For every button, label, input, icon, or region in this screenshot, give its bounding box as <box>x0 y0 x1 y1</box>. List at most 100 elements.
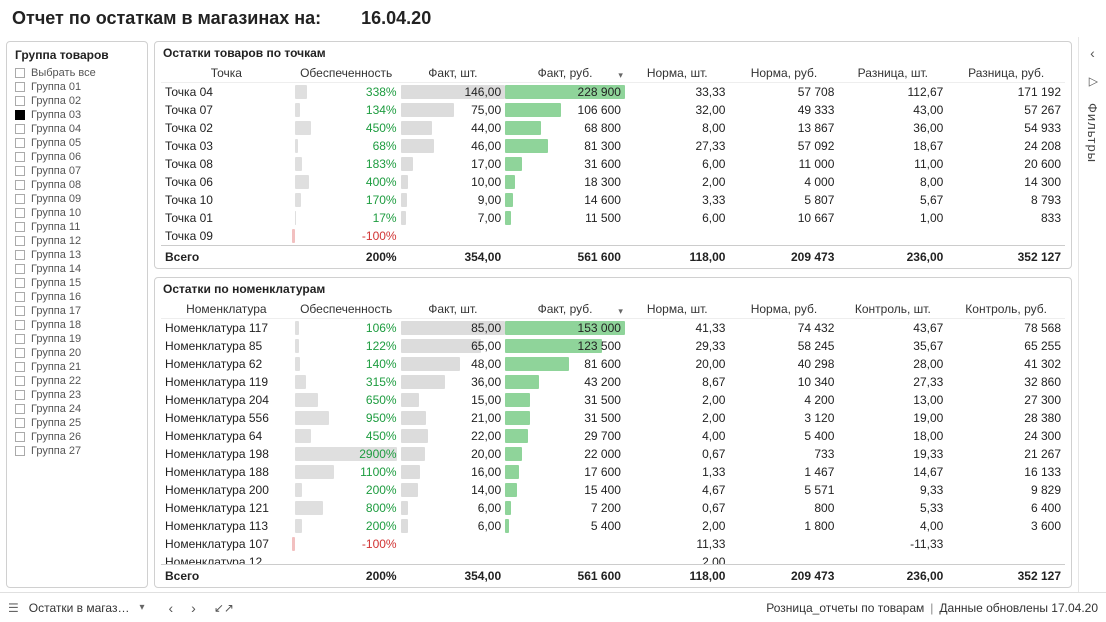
table-row[interactable]: Точка 0117%7,0011 5006,0010 6671,00833 <box>161 209 1065 227</box>
group-item-20[interactable]: Группа 21 <box>7 360 147 374</box>
column-header[interactable]: Факт, шт. <box>401 64 506 83</box>
group-item-18[interactable]: Группа 19 <box>7 332 147 346</box>
group-item-23[interactable]: Группа 24 <box>7 402 147 416</box>
checkbox-icon[interactable] <box>15 180 25 190</box>
group-item-14[interactable]: Группа 15 <box>7 276 147 290</box>
table-row[interactable]: Номенклатура 204650%15,0031 5002,004 200… <box>161 391 1065 409</box>
group-item-12[interactable]: Группа 13 <box>7 248 147 262</box>
group-item-3[interactable]: Группа 04 <box>7 122 147 136</box>
group-item-26[interactable]: Группа 27 <box>7 444 147 458</box>
group-item-22[interactable]: Группа 23 <box>7 388 147 402</box>
table-row[interactable]: Номенклатура 117106%85,00153 00041,3374 … <box>161 319 1065 337</box>
column-header[interactable]: Факт, шт. <box>401 300 506 319</box>
column-header[interactable]: Разница, руб. <box>947 64 1065 83</box>
checkbox-icon[interactable] <box>15 264 25 274</box>
checkbox-icon[interactable] <box>15 334 25 344</box>
column-header[interactable]: Точка <box>161 64 292 83</box>
checkbox-icon[interactable] <box>15 432 25 442</box>
group-item-1[interactable]: Группа 02 <box>7 94 147 108</box>
checkbox-icon[interactable] <box>15 138 25 148</box>
table-row[interactable]: Номенклатура 107-100%11,33-11,33 <box>161 535 1065 553</box>
table-row[interactable]: Точка 02450%44,0068 8008,0013 86736,0054… <box>161 119 1065 137</box>
column-header[interactable]: Норма, шт. <box>625 300 730 319</box>
table-row[interactable]: Номенклатура 62140%48,0081 60020,0040 29… <box>161 355 1065 373</box>
prev-page-icon[interactable]: ‹ <box>168 600 173 616</box>
group-item-4[interactable]: Группа 05 <box>7 136 147 150</box>
group-item-9[interactable]: Группа 10 <box>7 206 147 220</box>
table-row[interactable]: Номенклатура 122,00 <box>161 553 1065 564</box>
checkbox-icon[interactable] <box>15 418 25 428</box>
column-header[interactable]: Обеспеченность <box>292 64 401 83</box>
checkbox-icon[interactable] <box>15 306 25 316</box>
group-item-21[interactable]: Группа 22 <box>7 374 147 388</box>
column-header[interactable]: Факт, руб.▾ <box>505 300 625 319</box>
checkbox-icon[interactable] <box>15 250 25 260</box>
table-row[interactable]: Точка 07134%75,00106 60032,0049 33343,00… <box>161 101 1065 119</box>
table-row[interactable]: Номенклатура 1881100%16,0017 6001,331 46… <box>161 463 1065 481</box>
column-header[interactable]: Контроль, шт. <box>838 300 947 319</box>
group-item-11[interactable]: Группа 12 <box>7 234 147 248</box>
group-item-5[interactable]: Группа 06 <box>7 150 147 164</box>
checkbox-icon[interactable] <box>15 68 25 78</box>
table-row[interactable]: Номенклатура 200200%14,0015 4004,675 571… <box>161 481 1065 499</box>
column-header[interactable]: Контроль, руб. <box>947 300 1065 319</box>
table-row[interactable]: Точка 10170%9,0014 6003,335 8075,678 793 <box>161 191 1065 209</box>
checkbox-icon[interactable] <box>15 446 25 456</box>
group-select-all[interactable]: Выбрать все <box>7 66 147 80</box>
checkbox-icon[interactable] <box>15 124 25 134</box>
checkbox-icon[interactable] <box>15 292 25 302</box>
column-header[interactable]: Обеспеченность <box>292 300 401 319</box>
table-row[interactable]: Точка 0368%46,0081 30027,3357 09218,6724… <box>161 137 1065 155</box>
group-item-6[interactable]: Группа 07 <box>7 164 147 178</box>
checkbox-icon[interactable] <box>15 152 25 162</box>
table-row[interactable]: Точка 04338%146,00228 90033,3357 708112,… <box>161 83 1065 102</box>
chevron-down-icon[interactable]: ▾ <box>139 602 144 613</box>
table-row[interactable]: Точка 06400%10,0018 3002,004 0008,0014 3… <box>161 173 1065 191</box>
group-item-8[interactable]: Группа 09 <box>7 192 147 206</box>
group-item-25[interactable]: Группа 26 <box>7 430 147 444</box>
group-item-0[interactable]: Группа 01 <box>7 80 147 94</box>
checkbox-icon[interactable] <box>15 96 25 106</box>
column-header[interactable]: Норма, руб. <box>729 300 838 319</box>
bookmark-icon[interactable]: ▽ <box>1085 77 1099 86</box>
group-item-13[interactable]: Группа 14 <box>7 262 147 276</box>
checkbox-icon[interactable] <box>15 362 25 372</box>
checkbox-icon[interactable] <box>15 208 25 218</box>
group-item-2[interactable]: Группа 03 <box>7 108 147 122</box>
group-item-10[interactable]: Группа 11 <box>7 220 147 234</box>
group-item-7[interactable]: Группа 08 <box>7 178 147 192</box>
checkbox-icon[interactable] <box>15 404 25 414</box>
column-header[interactable]: Разница, шт. <box>838 64 947 83</box>
checkbox-icon[interactable] <box>15 236 25 246</box>
table-row[interactable]: Номенклатура 119315%36,0043 2008,6710 34… <box>161 373 1065 391</box>
checkbox-icon[interactable] <box>15 194 25 204</box>
column-header[interactable]: Норма, шт. <box>625 64 730 83</box>
filters-label[interactable]: Фильтры <box>1085 103 1100 163</box>
fit-icon[interactable]: ↙↗ <box>214 601 234 615</box>
menu-icon[interactable]: ☰ <box>8 601 19 615</box>
checkbox-icon[interactable] <box>15 376 25 386</box>
group-item-16[interactable]: Группа 17 <box>7 304 147 318</box>
checkbox-icon[interactable] <box>15 348 25 358</box>
table-row[interactable]: Точка 08183%17,0031 6006,0011 00011,0020… <box>161 155 1065 173</box>
checkbox-icon[interactable] <box>15 166 25 176</box>
checkbox-icon[interactable] <box>15 222 25 232</box>
checkbox-icon[interactable] <box>15 110 25 120</box>
group-item-15[interactable]: Группа 16 <box>7 290 147 304</box>
table-row[interactable]: Точка 09-100% <box>161 227 1065 246</box>
checkbox-icon[interactable] <box>15 82 25 92</box>
group-item-19[interactable]: Группа 20 <box>7 346 147 360</box>
checkbox-icon[interactable] <box>15 320 25 330</box>
group-item-17[interactable]: Группа 18 <box>7 318 147 332</box>
table-row[interactable]: Номенклатура 1982900%20,0022 0000,677331… <box>161 445 1065 463</box>
checkbox-icon[interactable] <box>15 278 25 288</box>
checkbox-icon[interactable] <box>15 390 25 400</box>
next-page-icon[interactable]: › <box>191 600 196 616</box>
collapse-icon[interactable]: ‹ <box>1090 45 1095 61</box>
group-item-24[interactable]: Группа 25 <box>7 416 147 430</box>
table-row[interactable]: Номенклатура 85122%65,00123 50029,3358 2… <box>161 337 1065 355</box>
table-row[interactable]: Номенклатура 113200%6,005 4002,001 8004,… <box>161 517 1065 535</box>
column-header[interactable]: Номенклатура <box>161 300 292 319</box>
column-header[interactable]: Факт, руб.▾ <box>505 64 625 83</box>
column-header[interactable]: Норма, руб. <box>729 64 838 83</box>
